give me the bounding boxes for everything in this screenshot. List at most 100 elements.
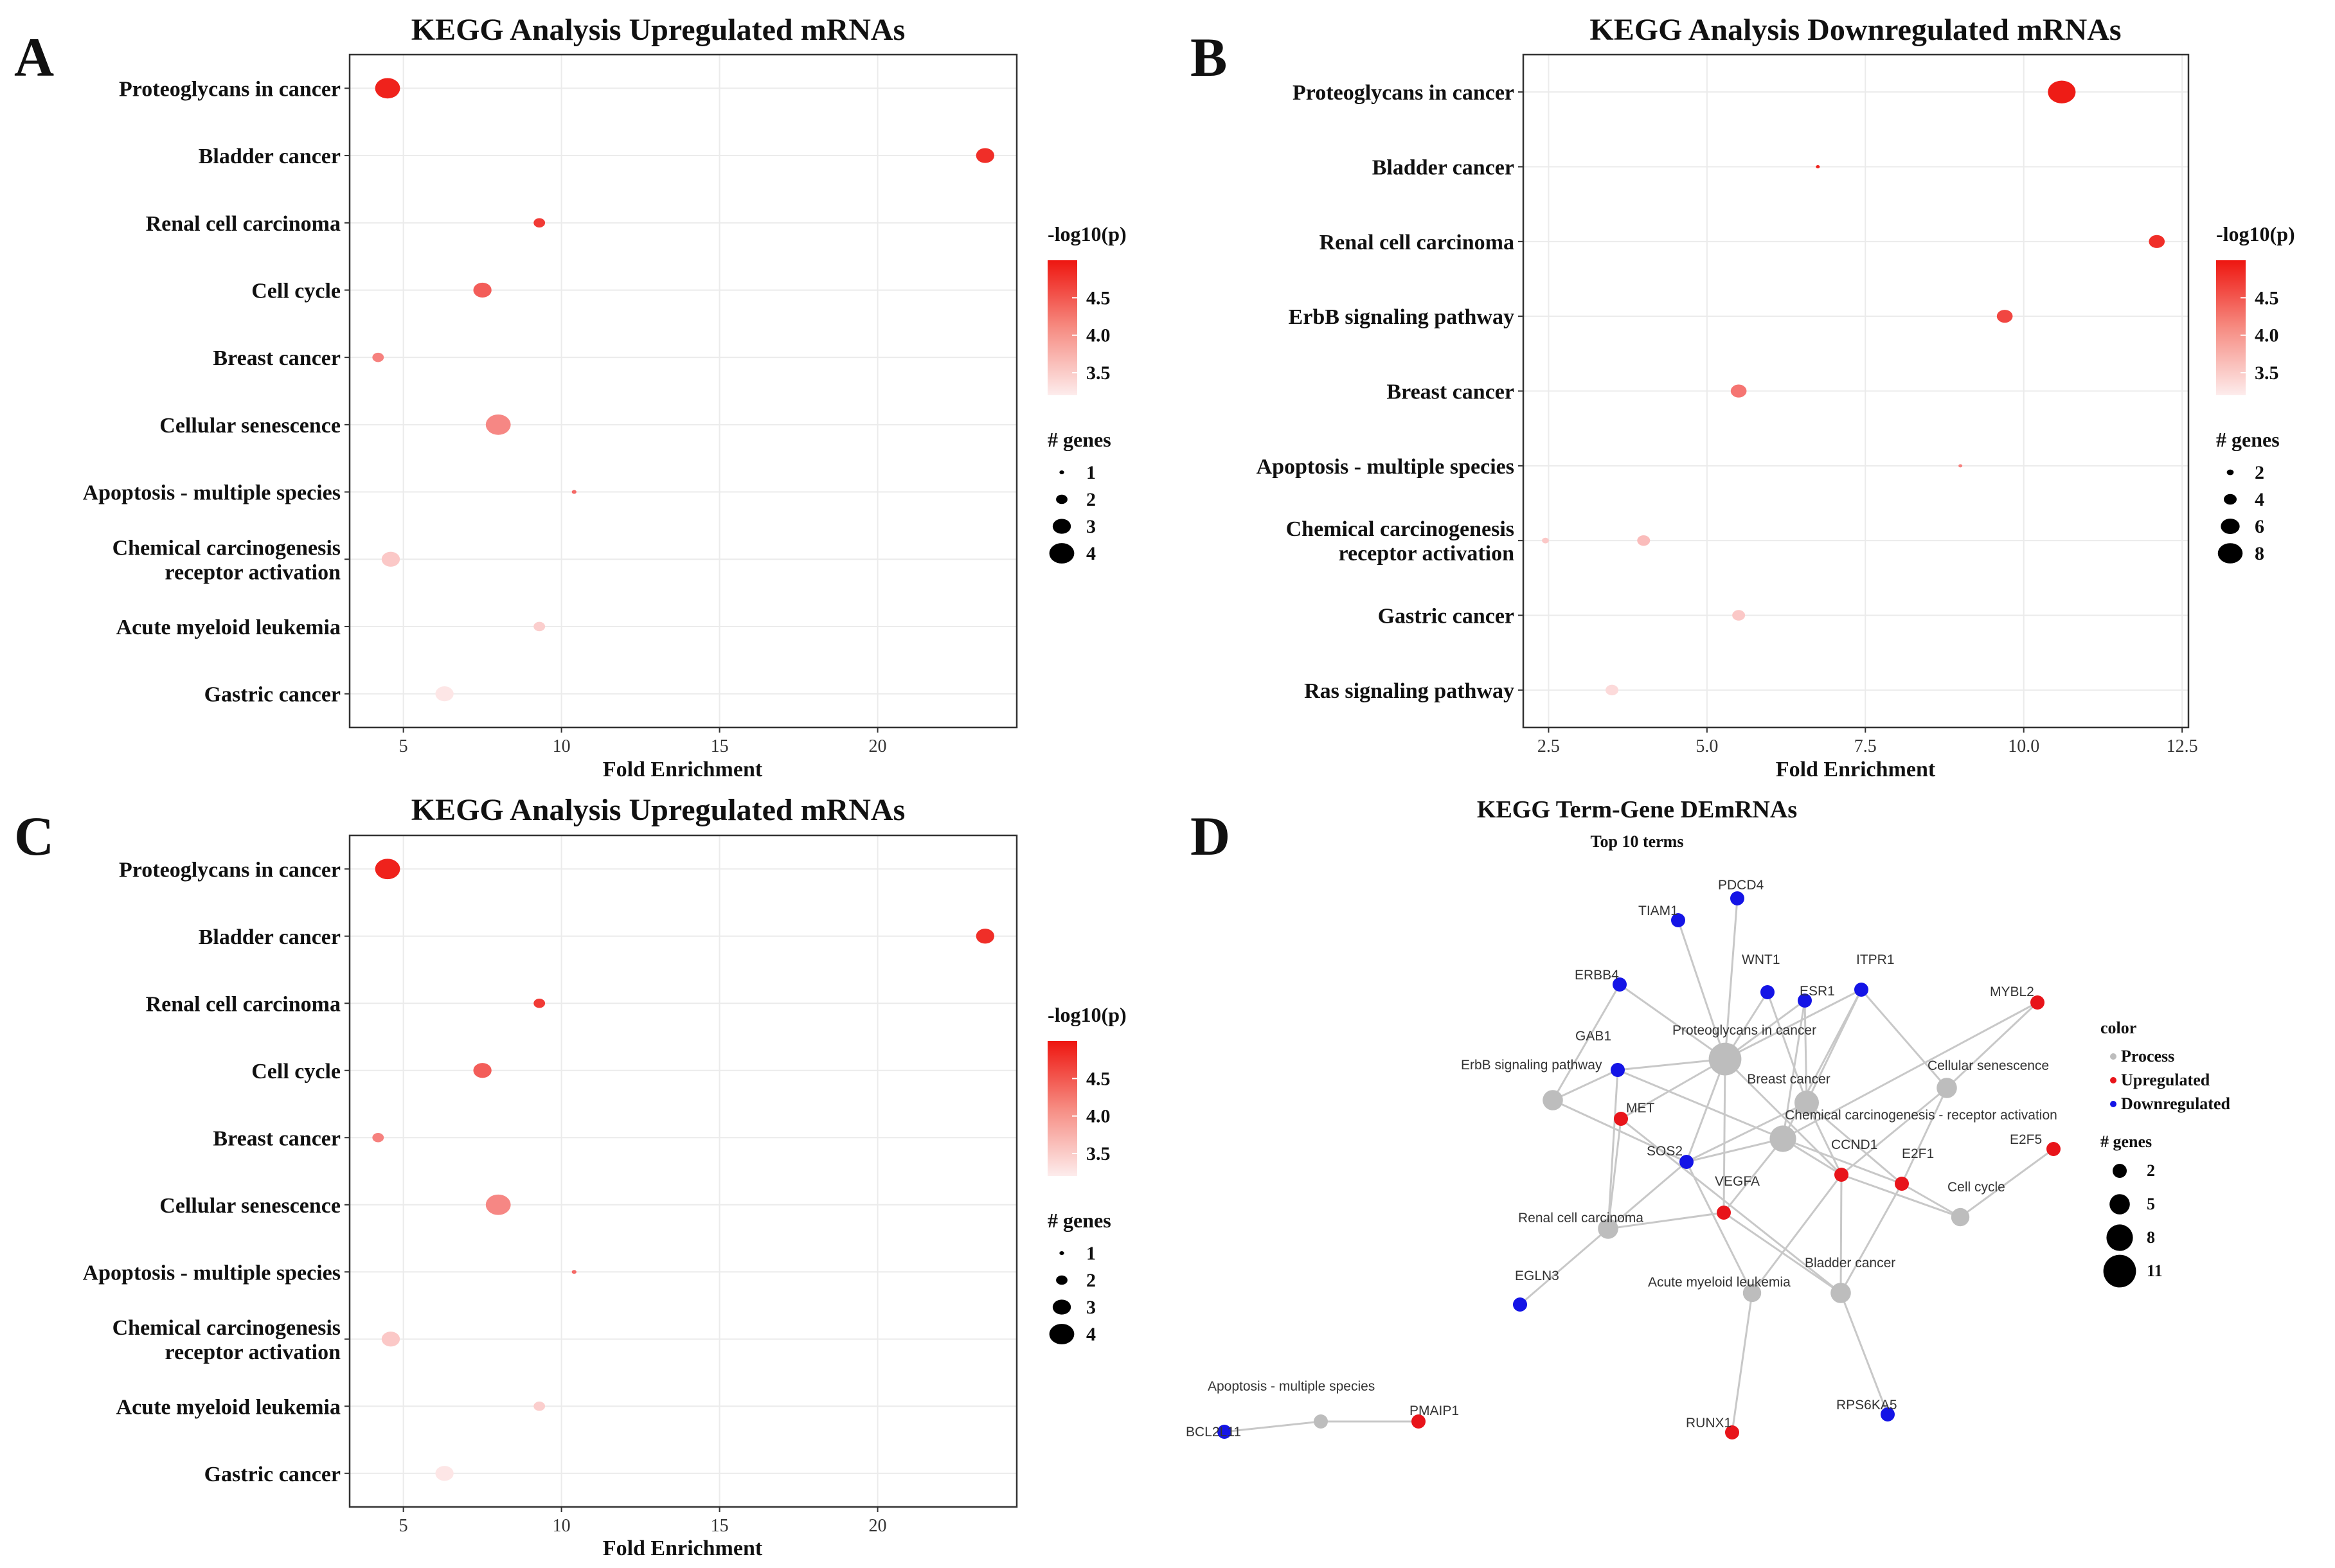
x-tick-label: 5 — [399, 1516, 408, 1536]
y-tick-label: Breast cancer — [213, 346, 341, 370]
network-edge — [1686, 1137, 1784, 1163]
y-tick-label: Bladder cancer — [1372, 156, 1514, 180]
network-node-label: SOS2 — [1647, 1144, 1683, 1159]
size-legend-dot — [1056, 494, 1068, 504]
color-legend-tick-label: 4.0 — [1086, 1106, 1111, 1127]
network-node-label: ErbB signaling pathway — [1461, 1058, 1602, 1073]
network-edge — [1724, 988, 1862, 1060]
network-gene-node — [1217, 1425, 1231, 1439]
network-process-node — [1742, 1283, 1762, 1303]
size-legend-dot — [2217, 543, 2243, 564]
y-tick-label: Gastric cancer — [204, 683, 341, 707]
network-gene-node — [1834, 1168, 1848, 1182]
network-edge — [1751, 1174, 1843, 1294]
network-legend-dot — [2110, 1101, 2116, 1107]
size-legend-label: 6 — [2255, 516, 2264, 537]
data-point — [533, 621, 546, 632]
network-nodes: Proteoglycans in cancer Breast cancer Chem… — [1186, 878, 2061, 1439]
network-process-node — [1937, 1078, 1957, 1098]
panel-label-a: A — [14, 26, 54, 88]
network-node-label: GAB1 — [1575, 1029, 1611, 1044]
color-legend-tick-label: 4.0 — [2255, 325, 2279, 346]
y-tick-label: Acute myeloid leukemia — [116, 616, 341, 639]
network-edge — [1722, 1138, 1784, 1213]
size-legend-label: 1 — [1086, 462, 1096, 483]
network-size-legend-dot — [2103, 1254, 2136, 1288]
data-point — [485, 1194, 511, 1215]
plot-frame — [348, 834, 1018, 1508]
data-point — [1996, 310, 2013, 323]
size-legend-label: 8 — [2255, 543, 2264, 564]
network-node-label: CCND1 — [1831, 1137, 1877, 1152]
network-edge — [1607, 1118, 1622, 1229]
size-legend-title: # genes — [1048, 1209, 1111, 1232]
panel-a-title: KEGG Analysis Upregulated mRNAs — [411, 13, 906, 47]
y-tick-label: Chemical carcinogenesis receptor activati… — [1286, 517, 1514, 566]
network-edge — [1731, 1292, 1753, 1433]
network-gene-node — [1760, 985, 1775, 999]
data-point — [435, 1466, 454, 1481]
data-point — [375, 859, 400, 880]
size-legend-dot — [2223, 494, 2237, 505]
data-point — [2149, 235, 2165, 248]
network-subtitle: Top 10 terms — [1591, 832, 1684, 851]
network-edge — [1782, 1001, 2038, 1140]
network-legend-dot — [2110, 1053, 2116, 1060]
y-tick-label: Ras signaling pathway — [1304, 679, 1514, 703]
network-process-node — [1830, 1283, 1851, 1303]
y-tick-label: Apoptosis - multiple species — [1257, 455, 1514, 479]
y-tick-label: Renal cell carcinoma — [146, 992, 341, 1016]
size-legend-label: 2 — [2255, 462, 2264, 483]
size-legend-label: 3 — [1086, 516, 1096, 537]
plot-frame — [348, 53, 1018, 729]
panel-b: B KEGG Analysis Downregulated mRNAs Fold… — [1190, 13, 2295, 781]
data-point — [375, 78, 400, 99]
panel-label-b: B — [1190, 26, 1227, 88]
network-node-label: RUNX1 — [1686, 1416, 1731, 1430]
y-tick-label: Gastric cancer — [1378, 605, 1514, 628]
network-size-legend-label: 8 — [2147, 1228, 2155, 1247]
network-gene-node — [1854, 983, 1868, 997]
network-node-label: Cellular senescence — [1928, 1058, 2049, 1073]
data-point — [485, 414, 511, 435]
network-gene-node — [1798, 993, 1812, 1008]
network-node-label: Renal cell carcinoma — [1518, 1211, 1643, 1225]
network-size-legend-title: # genes — [2100, 1132, 2152, 1151]
network-edge — [1224, 1420, 1321, 1433]
network-edge — [1766, 992, 1808, 1103]
network-size-legend-label: 11 — [2147, 1261, 2163, 1280]
network-edge — [1607, 1161, 1687, 1230]
network-node-label: MYBL2 — [1990, 984, 2034, 999]
data-point — [1730, 384, 1747, 398]
network-edge — [1607, 1069, 1619, 1229]
data-point — [2048, 80, 2076, 103]
color-legend-tick-label: 4.5 — [1086, 287, 1111, 308]
data-point — [571, 490, 577, 494]
network-gene-node — [1411, 1414, 1426, 1429]
x-tick-label: 15 — [711, 1516, 729, 1536]
data-point — [533, 1401, 546, 1411]
network-edge — [1782, 1137, 1902, 1185]
network-edge — [1841, 1173, 1961, 1218]
network-edge — [1722, 1058, 1726, 1213]
network-node-label: Proteoglycans in cancer — [1672, 1023, 1816, 1038]
network-size-legend-label: 5 — [2147, 1195, 2155, 1213]
size-legend-dot — [2221, 519, 2240, 534]
data-point — [976, 929, 994, 944]
data-point — [1958, 464, 1963, 468]
size-legend-label: 1 — [1086, 1243, 1096, 1264]
data-point — [571, 1270, 577, 1274]
y-tick-label: Chemical carcinogenesis receptor activati… — [112, 1316, 341, 1364]
y-tick-label: Cell cycle — [251, 279, 341, 303]
network-node-label: Apoptosis - multiple species — [1208, 1379, 1375, 1394]
network-node-label: TIAM1 — [1638, 904, 1678, 918]
color-legend-bar — [2216, 260, 2246, 395]
network-edge — [1677, 920, 1726, 1060]
data-point — [1732, 610, 1746, 621]
network-edge — [1620, 1118, 1841, 1294]
network-size-legend-dot — [2109, 1194, 2130, 1215]
network-gene-node — [2046, 1142, 2061, 1156]
y-tick-label: Renal cell carcinoma — [146, 212, 341, 236]
network-size-legend-dot — [2113, 1164, 2127, 1178]
y-tick-label: Proteoglycans in cancer — [1293, 81, 1514, 105]
